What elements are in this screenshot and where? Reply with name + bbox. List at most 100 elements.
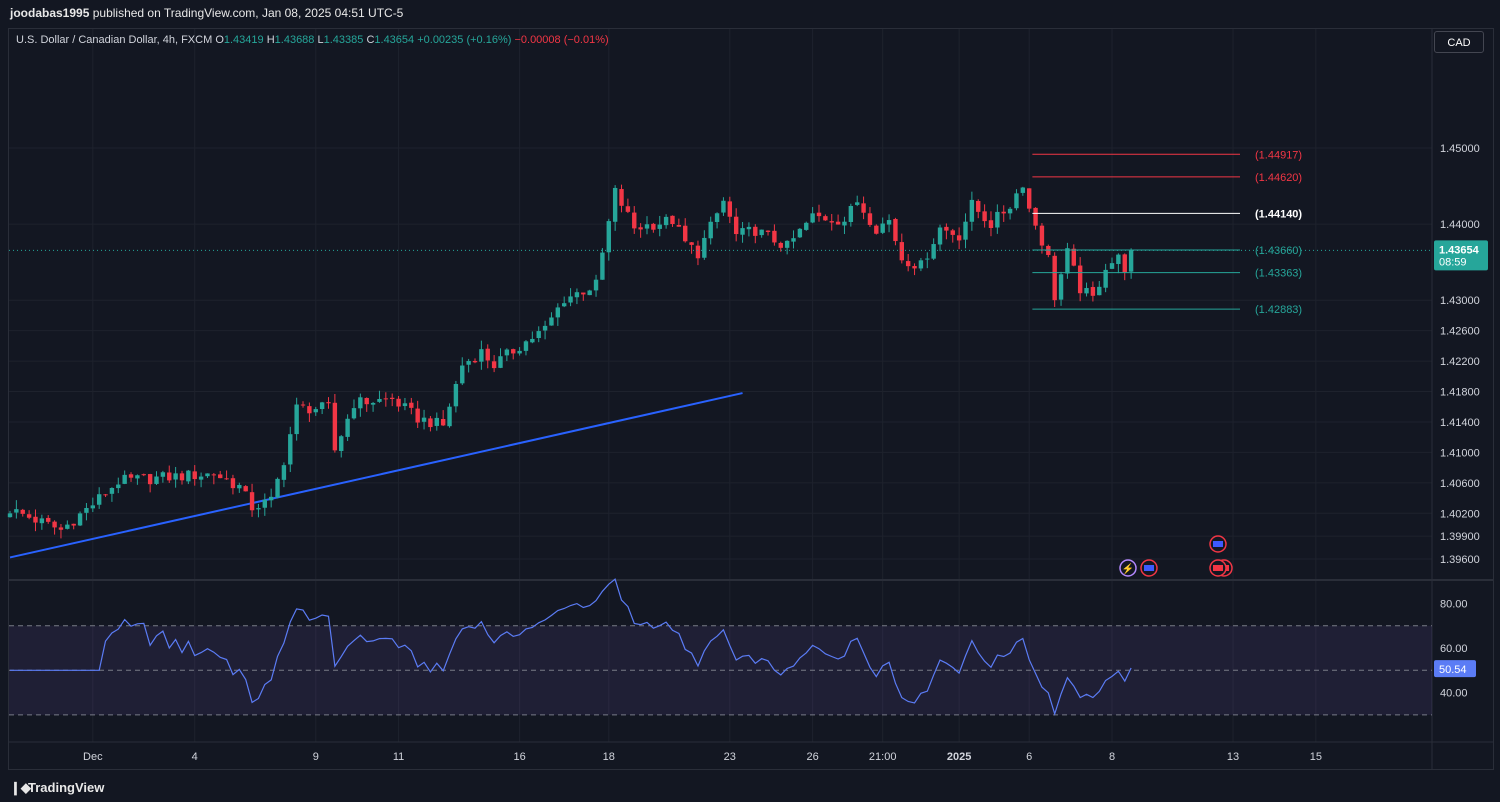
candle-body [1077, 265, 1083, 294]
candle-body [1014, 193, 1019, 209]
candle-body [211, 474, 217, 476]
candle-body [135, 475, 140, 479]
candle-body [905, 261, 911, 267]
rsi-value-tag [1434, 660, 1476, 678]
candle-body [651, 223, 656, 230]
candle-body [313, 409, 318, 413]
publisher-name[interactable]: joodabas1995 [10, 6, 90, 20]
candle-body [52, 521, 57, 528]
high-value: 1.43688 [274, 34, 315, 46]
candle-body [256, 508, 261, 510]
top-bar: joodabas1995 published on TradingView.co… [0, 0, 1500, 28]
candle-body [90, 505, 96, 509]
candle-body [281, 465, 287, 480]
ca-flag-fill [1213, 565, 1223, 571]
price-tick-label: 1.41400 [1440, 417, 1480, 429]
candle-body [638, 227, 643, 230]
events-layer: ⚡ [1119, 535, 1233, 577]
us-flag-fill [1213, 541, 1223, 547]
candle-body [1103, 269, 1108, 288]
candle-body [689, 242, 694, 245]
candle-body [26, 514, 32, 518]
candle-body [1020, 187, 1026, 193]
extra-change-value: −0.00008 (−0.01%) [514, 34, 609, 46]
candle-body [71, 523, 76, 526]
time-tick-label: 8 [1109, 751, 1115, 763]
candle-body [466, 361, 471, 365]
open-label: O [215, 34, 224, 46]
rsi-tick-label: 80.00 [1440, 598, 1468, 610]
candle-body [536, 331, 541, 339]
candle-body [224, 478, 229, 480]
candle-body [695, 245, 701, 259]
price-tick-label: 1.39600 [1440, 554, 1480, 566]
time-tick-label: 18 [603, 751, 615, 763]
candle-body [804, 222, 809, 230]
candle-body [861, 203, 866, 213]
candle-body [944, 226, 949, 231]
candle-body [377, 398, 382, 402]
candle-body [714, 213, 720, 223]
candle-body [230, 478, 236, 489]
candle-body [912, 266, 917, 269]
candle-body [173, 473, 178, 480]
candle-body [440, 418, 446, 426]
candle-body [498, 356, 503, 368]
candle-body [485, 348, 490, 361]
candle-body [351, 408, 357, 419]
candle-body [969, 199, 975, 222]
candle-body [402, 403, 408, 407]
candle-body [568, 296, 573, 303]
candle-body [491, 361, 497, 369]
rsi-tick-label: 40.00 [1440, 688, 1468, 700]
time-tick-label: 4 [192, 751, 198, 763]
candle-body [511, 349, 516, 354]
rsi-tick-label: 60.00 [1440, 643, 1468, 655]
candle-body [606, 221, 611, 253]
low-label: L [317, 34, 324, 46]
candle-body [1065, 248, 1070, 274]
tradingview-brand: TradingView [28, 780, 105, 795]
candle-body [141, 474, 146, 476]
candle-body [753, 226, 758, 236]
candle-body [103, 494, 108, 496]
currency-button[interactable]: CAD [1434, 31, 1484, 53]
candle-body [676, 225, 682, 227]
candle-body [810, 213, 815, 223]
candle-body [1039, 225, 1045, 246]
candle-body [160, 472, 166, 477]
candle-body [1071, 248, 1076, 266]
candle-body [409, 402, 414, 408]
candle-body [14, 509, 19, 513]
candle-body [58, 527, 64, 530]
tradingview-logo[interactable]: ❙◆TradingView [10, 780, 104, 796]
time-tick-label: 23 [724, 751, 736, 763]
candle-body [581, 292, 586, 295]
symbol-name[interactable]: U.S. Dollar / Canadian Dollar, 4h, FXCM [16, 34, 213, 46]
candle-body [96, 494, 102, 505]
candle-body [300, 404, 306, 406]
publisher-line: joodabas1995 published on TradingView.co… [10, 6, 403, 20]
level-label: (1.44620) [1255, 172, 1302, 184]
candle-body [657, 224, 662, 229]
candle-body [179, 473, 185, 481]
rsi-pane [9, 578, 1432, 716]
candle-body [428, 418, 433, 428]
candle-body [721, 200, 726, 213]
candle-body [632, 212, 637, 229]
time-tick-label: 9 [313, 751, 319, 763]
candle-body [1084, 288, 1089, 294]
candle-body [147, 474, 153, 485]
candle-body [332, 402, 338, 451]
candle-body [880, 223, 885, 233]
price-tick-label: 1.42600 [1440, 326, 1480, 338]
rsi-value-label: 50.54 [1439, 664, 1467, 676]
candle-body [663, 216, 669, 226]
level-label: (1.44140) [1255, 208, 1302, 220]
candle-body [549, 317, 554, 326]
candle-body [237, 484, 242, 489]
candle-body [765, 230, 771, 232]
candle-body [530, 338, 535, 343]
tradingview-logo-icon: ❙◆ [10, 780, 31, 795]
